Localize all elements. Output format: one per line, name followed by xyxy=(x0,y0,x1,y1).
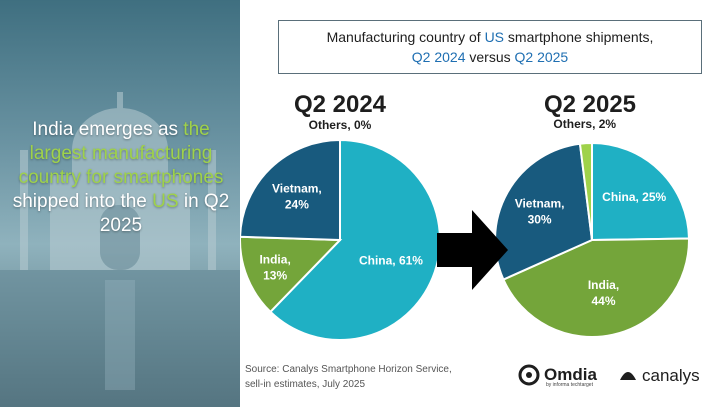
chart-title-box: Manufacturing country of US smartphone s… xyxy=(278,20,702,74)
title-highlight-us: US xyxy=(484,29,505,45)
canalys-logo-text: canalys xyxy=(642,366,700,385)
title-line-2: Q2 2024 versus Q2 2025 xyxy=(279,47,701,67)
headline-text-3: in Q2 2025 xyxy=(99,191,230,236)
hero-image-panel: India emerges as the largest manufacturi… xyxy=(0,0,240,407)
pie-slice-india xyxy=(502,237,690,338)
headline-text-2: shipped into the xyxy=(12,191,153,212)
omdia-logo: Omdia xyxy=(518,364,597,386)
omdia-logo-text: Omdia xyxy=(544,365,597,384)
pie-label-india: India, 44% xyxy=(588,278,619,308)
pie-label-vietnam: Vietnam, 24% xyxy=(272,181,322,211)
pie-q2-2025: China, 25% India, 44% Vietnam, 30% Others, 2% xyxy=(494,117,691,338)
pie-label-others: Others, 2% xyxy=(553,117,616,131)
title-highlight-q2-2025: Q2 2025 xyxy=(514,49,569,65)
canalys-logo-icon xyxy=(620,372,636,380)
pie-slice-china xyxy=(591,141,691,242)
taj-mahal-image xyxy=(0,92,240,407)
pie-label-india: India, 13% xyxy=(259,252,290,282)
title-highlight-q2-2024: Q2 2024 xyxy=(411,49,466,65)
omdia-logo-subtext: by informa techtarget xyxy=(546,382,593,388)
title-text-1: Manufacturing country of xyxy=(326,29,485,45)
source-note: Source: Canalys Smartphone Horizon Servi… xyxy=(245,362,485,392)
source-line-1: Source: Canalys Smartphone Horizon Servi… xyxy=(245,364,452,375)
right-arrow-icon xyxy=(437,210,508,290)
headline-text-1: India emerges as xyxy=(32,119,184,140)
pie-title-q2-2025: Q2 2025 xyxy=(544,91,636,118)
pie-label-china: China, 25% xyxy=(602,190,666,204)
pie-label-others: Others, 0% xyxy=(309,118,372,132)
headline-highlight-2: US xyxy=(152,191,179,212)
title-text-3: versus xyxy=(465,49,515,65)
title-line-1: Manufacturing country of US smartphone s… xyxy=(279,27,701,47)
pie-title-q2-2024: Q2 2024 xyxy=(294,91,387,118)
pie-charts: Q2 2024 Q2 2025 China, 61% India, 13% Vietn… xyxy=(240,91,691,341)
pie-slice-india xyxy=(240,235,343,314)
headline-highlight-1: the largest manufacturing country for sm… xyxy=(18,119,224,188)
pie-slice-others xyxy=(578,141,593,241)
source-line-2: sell-in estimates, July 2025 xyxy=(245,379,366,390)
logos: Omdia by informa techtarget canalys xyxy=(518,362,714,394)
pie-label-china: China, 61% xyxy=(359,254,423,268)
pie-slice-china xyxy=(269,138,441,341)
pie-label-vietnam: Vietnam, 30% xyxy=(515,196,565,226)
headline: India emerges as the largest manufacturi… xyxy=(8,118,234,238)
title-text-2: smartphone shipments, xyxy=(504,29,654,45)
omdia-logo-icon xyxy=(518,364,540,386)
canalys-logo: canalys xyxy=(618,366,700,386)
pie-slice-vietnam xyxy=(240,138,341,242)
pie-q2-2024: China, 61% India, 13% Vietnam, 24% Others, 0% xyxy=(240,118,441,341)
